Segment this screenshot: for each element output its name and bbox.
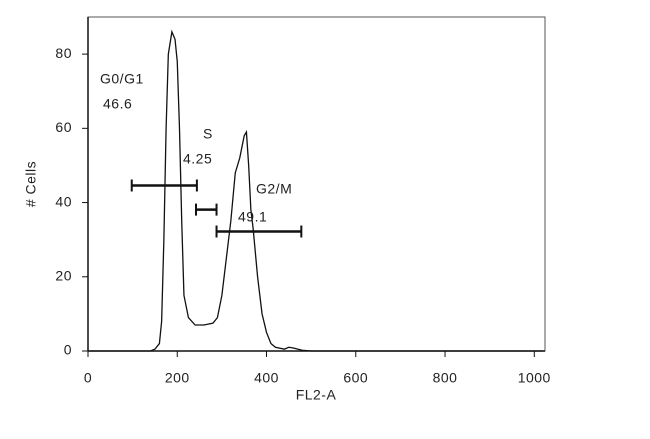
y-tick-label: 40	[55, 193, 72, 209]
y-tick-label: 0	[64, 342, 72, 358]
gate-name: G0/G1	[100, 71, 144, 87]
gate-percent: 46.6	[103, 96, 132, 112]
x-tick-label: 200	[165, 370, 190, 386]
gate-name: S	[203, 126, 213, 142]
y-tick-label: 20	[55, 267, 72, 283]
x-axis-label: FL2-A	[296, 387, 337, 403]
x-tick-label: 0	[84, 370, 92, 386]
x-tick-label: 400	[254, 370, 279, 386]
plot-frame	[87, 16, 546, 352]
x-tick-label: 600	[343, 370, 368, 386]
y-tick-label: 60	[55, 119, 72, 135]
histogram-line	[88, 29, 544, 352]
y-tick-label: 80	[55, 45, 72, 61]
x-tick-label: 800	[433, 370, 458, 386]
gate-percent: 49.1	[238, 209, 267, 225]
gate-name: G2/M	[256, 181, 292, 197]
y-axis-label: # Cells	[23, 161, 39, 207]
x-tick-label: 1000	[518, 370, 551, 386]
gate-percent: 4.25	[183, 151, 212, 167]
